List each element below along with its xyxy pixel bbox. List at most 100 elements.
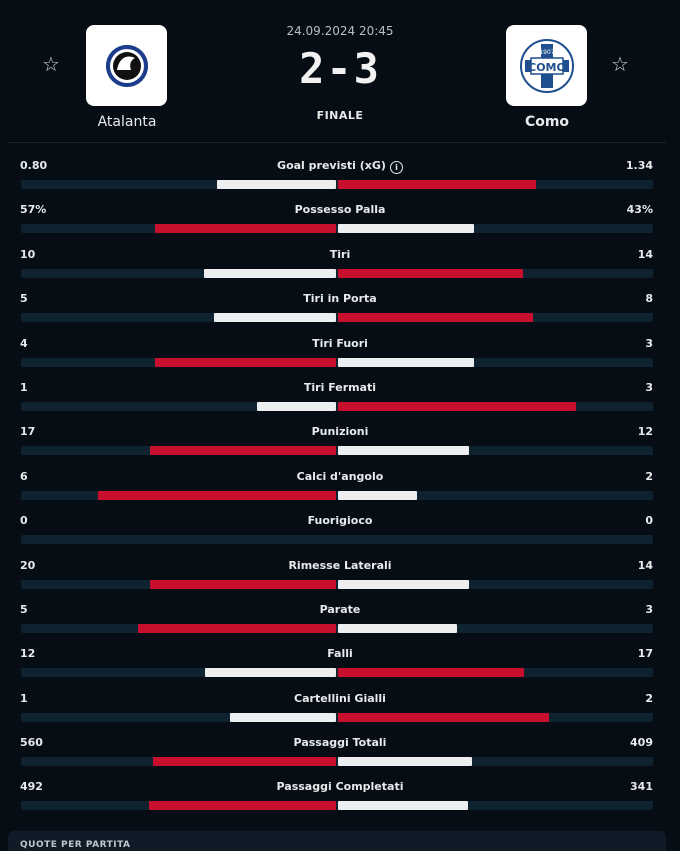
- stat-away-bar: [338, 446, 469, 456]
- stat-home-bar: [138, 623, 336, 633]
- stat-home-value: 17: [20, 425, 36, 439]
- stat-bar-track: [21, 668, 653, 678]
- match-status: FINALE: [316, 109, 364, 122]
- stat-label-text: Tiri Fuori: [312, 336, 368, 350]
- stat-label: Fuorigioco: [0, 513, 680, 529]
- header-divider: [8, 142, 666, 143]
- stat-away-value: 3: [645, 602, 653, 616]
- stat-home-value: 5: [20, 292, 28, 306]
- stat-away-bar: [338, 757, 472, 767]
- stat-label: Calci d'angolo: [0, 469, 680, 485]
- stat-away-bar: [338, 313, 533, 323]
- stat-home-value: 6: [20, 469, 28, 483]
- home-team-name[interactable]: Atalanta: [97, 114, 157, 130]
- como-logo-text: COMO: [528, 61, 566, 74]
- stat-bar-track: [21, 268, 653, 278]
- stat-label-text: Possesso Palla: [294, 203, 386, 217]
- stat-home-value: 10: [20, 247, 36, 261]
- stat-label-text: Passaggi Totali: [293, 736, 387, 750]
- stat-label: Parate: [0, 602, 680, 618]
- stat-away-bar: [338, 490, 417, 500]
- odds-panel-title: QUOTE PER PARTITA: [20, 840, 131, 850]
- stat-home-value: 492: [20, 780, 43, 794]
- stat-label-text: Passaggi Completati: [276, 780, 404, 794]
- stat-bar-track: [21, 224, 653, 234]
- stat-label: Tiri: [0, 247, 680, 263]
- atalanta-crest-icon: [105, 44, 148, 87]
- stat-row: 0.80 Goal previsti (xG) i 1.34: [0, 158, 680, 202]
- stat-away-value: 2: [645, 469, 653, 483]
- stat-home-bar: [153, 757, 336, 767]
- stat-bar-track: [21, 757, 653, 767]
- stat-label: Cartellini Gialli: [0, 691, 680, 707]
- stat-label-text: Falli: [327, 647, 353, 661]
- stat-label: Falli: [0, 646, 680, 662]
- stat-away-value: 341: [630, 780, 653, 794]
- stat-label: Possesso Palla: [0, 202, 680, 218]
- stat-home-bar: [155, 224, 336, 234]
- stat-label: Rimesse Laterali: [0, 558, 680, 574]
- away-team-name[interactable]: Como: [524, 114, 570, 130]
- stat-away-bar: [338, 224, 474, 234]
- stat-away-value: 3: [645, 380, 653, 394]
- stat-home-bar: [150, 579, 336, 589]
- stat-label-text: Cartellini Gialli: [294, 691, 386, 705]
- stat-bar-track: [21, 623, 653, 633]
- stat-bar-track: [21, 801, 653, 811]
- stat-label-text: Tiri Fermati: [303, 380, 377, 394]
- stat-away-value: 0: [645, 514, 653, 528]
- stat-away-bar: [338, 357, 474, 367]
- stat-away-bar: [338, 268, 523, 278]
- stat-row: 20 Rimesse Laterali 14: [0, 558, 680, 602]
- stat-away-bar: [338, 712, 549, 722]
- stat-away-value: 2: [645, 691, 653, 705]
- stat-row: 6 Calci d'angolo 2: [0, 469, 680, 513]
- stat-away-bar: [338, 801, 468, 811]
- stat-home-value: 1: [20, 691, 28, 705]
- stat-home-value: 1: [20, 380, 28, 394]
- stat-label-text: Punizioni: [311, 425, 369, 439]
- stat-label: Goal previsti (xG) i: [0, 158, 680, 174]
- stat-label: Passaggi Totali: [0, 735, 680, 751]
- stat-home-value: 560: [20, 736, 43, 750]
- stat-home-bar: [257, 401, 336, 411]
- odds-panel[interactable]: QUOTE PER PARTITA: [8, 831, 666, 851]
- stat-row: 560 Passaggi Totali 409: [0, 735, 680, 779]
- stat-away-value: 14: [637, 247, 653, 261]
- stat-row: 12 Falli 17: [0, 646, 680, 690]
- stat-home-bar: [98, 490, 336, 500]
- match-header: 24.09.2024 20:45 ☆ Atalanta 2-3 FINALE C…: [0, 0, 680, 142]
- stat-home-bar: [214, 313, 336, 323]
- stat-row: 5 Tiri in Porta 8: [0, 291, 680, 335]
- home-team-logo[interactable]: [86, 25, 167, 106]
- stat-row: 1 Cartellini Gialli 2: [0, 691, 680, 735]
- stat-label: Tiri Fuori: [0, 336, 680, 352]
- stat-away-value: 8: [645, 292, 653, 306]
- stat-away-value: 17: [637, 647, 653, 661]
- away-favorite-star-icon[interactable]: ☆: [611, 52, 629, 76]
- stat-home-value: 5: [20, 602, 28, 616]
- stat-away-value: 409: [630, 736, 653, 750]
- stat-row: 5 Parate 3: [0, 602, 680, 646]
- stat-bar-track: [21, 313, 653, 323]
- home-favorite-star-icon[interactable]: ☆: [42, 52, 60, 76]
- stat-label-text: Calci d'angolo: [296, 469, 384, 483]
- info-icon[interactable]: i: [389, 161, 403, 174]
- stat-row: 17 Punizioni 12: [0, 424, 680, 468]
- stat-home-bar: [149, 801, 336, 811]
- stat-home-value: 4: [20, 336, 28, 350]
- stat-bar-track: [21, 180, 653, 189]
- away-team-logo[interactable]: COMO 1907: [506, 25, 587, 106]
- stat-home-value: 12: [20, 647, 36, 661]
- stat-home-value: 0.80: [20, 159, 48, 172]
- stat-bar-track: [21, 535, 653, 545]
- stat-row: 1 Tiri Fermati 3: [0, 380, 680, 424]
- stat-bar-track: [21, 490, 653, 500]
- stat-bar-track: [21, 446, 653, 456]
- como-crest-icon: COMO 1907: [519, 38, 574, 93]
- stat-label-text: Rimesse Laterali: [288, 558, 392, 572]
- match-score: 2-3: [299, 44, 381, 93]
- stat-home-value: 20: [20, 558, 36, 572]
- stat-label-text: Tiri: [329, 247, 351, 261]
- stat-home-value: 0: [20, 514, 28, 528]
